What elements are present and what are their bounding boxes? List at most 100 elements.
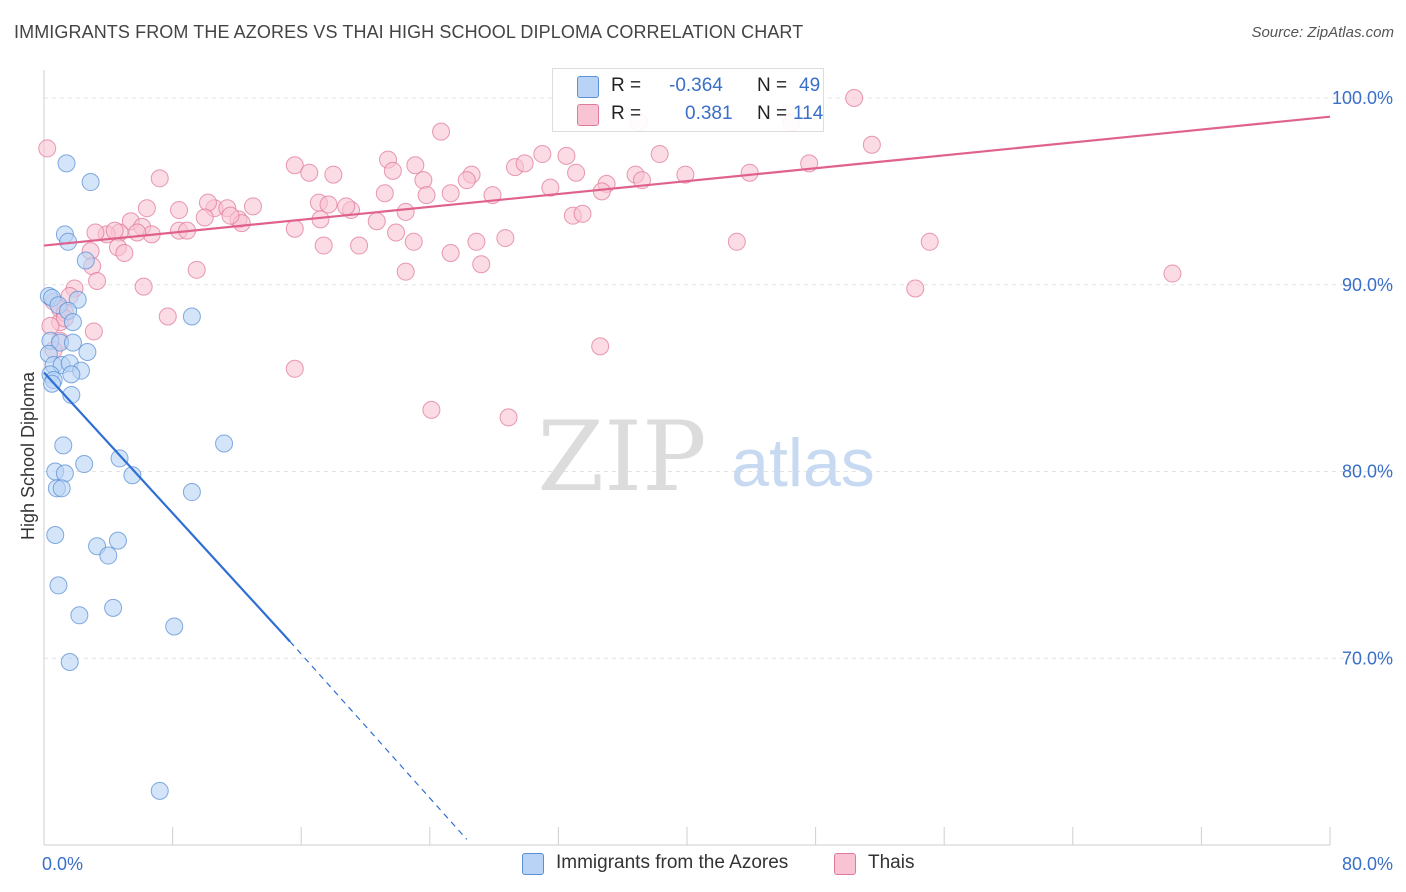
thais-point bbox=[158, 307, 177, 326]
legend-n-value-azores: 49 bbox=[799, 75, 821, 96]
watermark-zip: ZIP bbox=[537, 401, 706, 513]
legend-r-value-thais: 0.381 bbox=[685, 103, 733, 124]
azores-point bbox=[63, 333, 82, 352]
thais-point bbox=[337, 197, 356, 216]
thais-point bbox=[324, 165, 343, 184]
thais-point bbox=[1163, 264, 1182, 283]
azores-point bbox=[110, 449, 129, 468]
legend-n-label: N = bbox=[757, 75, 788, 96]
thais-point bbox=[417, 186, 436, 205]
azores-point bbox=[108, 531, 127, 550]
thais-point bbox=[134, 277, 153, 296]
thais-point bbox=[105, 221, 124, 240]
thais-point bbox=[592, 182, 611, 201]
thais-point bbox=[472, 255, 491, 274]
thais-point bbox=[862, 135, 881, 154]
thais-point bbox=[187, 260, 206, 279]
azores-point bbox=[54, 436, 73, 455]
bottom-legend-swatch-azores bbox=[522, 853, 544, 875]
thais-point bbox=[367, 212, 386, 231]
thais-point bbox=[150, 169, 169, 188]
thais-point bbox=[396, 262, 415, 281]
chart-title: IMMIGRANTS FROM THE AZORES VS THAI HIGH … bbox=[14, 22, 804, 42]
legend-n-value-thais: 114 bbox=[793, 103, 824, 124]
thais-point bbox=[573, 204, 592, 223]
legend-r-label: R = bbox=[611, 75, 642, 96]
bottom-legend-label-thais: Thais bbox=[868, 852, 915, 873]
azores-points bbox=[39, 154, 234, 800]
thais-point bbox=[88, 272, 107, 291]
azores-point bbox=[215, 434, 234, 453]
azores-point bbox=[182, 483, 201, 502]
grid bbox=[44, 97, 1392, 659]
azores-point bbox=[52, 479, 71, 498]
thais-point bbox=[567, 163, 586, 182]
thais-point bbox=[496, 229, 515, 248]
azores-point bbox=[78, 342, 97, 361]
thais-point bbox=[906, 279, 925, 298]
azores-trend-line bbox=[43, 371, 291, 643]
thais-point bbox=[387, 223, 406, 242]
thais-point bbox=[499, 408, 518, 427]
thais-point bbox=[375, 184, 394, 203]
thais-point bbox=[457, 171, 476, 190]
y-tick-label: 90.0% bbox=[1342, 275, 1393, 295]
azores-trend-line-extension bbox=[289, 641, 468, 840]
tick-labels: 70.0% 80.0% 90.0% 100.0% 0.0% 80.0% bbox=[42, 88, 1393, 874]
thais-point bbox=[115, 244, 134, 263]
y-axis-label: High School Diploma bbox=[18, 371, 38, 540]
legend-swatch-azores bbox=[577, 76, 599, 98]
azores-point bbox=[81, 173, 100, 192]
thais-point bbox=[533, 145, 552, 164]
legend-swatch-thais bbox=[577, 104, 599, 126]
thais-point bbox=[383, 161, 402, 180]
x-tick-label: 0.0% bbox=[42, 854, 83, 874]
thais-point bbox=[404, 232, 423, 251]
thais-point bbox=[319, 195, 338, 214]
thais-points bbox=[38, 89, 1182, 427]
thais-point bbox=[845, 89, 864, 108]
thais-point bbox=[406, 156, 425, 175]
watermark: ZIP atlas bbox=[537, 401, 874, 513]
thais-point bbox=[515, 154, 534, 173]
y-tick-label: 80.0% bbox=[1342, 462, 1393, 482]
thais-point bbox=[243, 197, 262, 216]
azores-point bbox=[75, 455, 94, 474]
thais-point bbox=[676, 165, 695, 184]
thais-point bbox=[84, 322, 103, 341]
legend-n-label: N = bbox=[757, 103, 788, 124]
legend-r-value-azores: -0.364 bbox=[669, 75, 723, 96]
thais-point bbox=[285, 156, 304, 175]
thais-point bbox=[727, 232, 746, 251]
thais-point bbox=[557, 146, 576, 165]
azores-point bbox=[57, 154, 76, 173]
thais-point bbox=[221, 206, 240, 225]
azores-point bbox=[76, 251, 95, 270]
thais-point bbox=[650, 145, 669, 164]
azores-point bbox=[62, 365, 81, 384]
azores-point bbox=[182, 307, 201, 326]
source-credit: Source: ZipAtlas.com bbox=[1251, 24, 1394, 41]
azores-point bbox=[70, 606, 89, 625]
azores-point bbox=[43, 374, 62, 393]
azores-point bbox=[123, 466, 142, 485]
thais-point bbox=[591, 337, 610, 356]
azores-point bbox=[99, 546, 118, 565]
thais-point bbox=[422, 400, 441, 419]
thais-point bbox=[170, 201, 189, 220]
thais-point bbox=[285, 359, 304, 378]
trend-lines bbox=[43, 115, 1331, 840]
thais-point bbox=[396, 202, 415, 221]
azores-point bbox=[150, 781, 169, 800]
azores-point bbox=[46, 526, 65, 544]
thais-point bbox=[86, 223, 105, 242]
thais-trend-line bbox=[43, 115, 1331, 247]
azores-point bbox=[49, 576, 68, 595]
thais-point bbox=[414, 171, 433, 190]
bottom-legend-swatch-thais bbox=[834, 853, 856, 875]
y-tick-label: 70.0% bbox=[1342, 648, 1393, 668]
y-tick-label: 100.0% bbox=[1332, 88, 1393, 108]
azores-point bbox=[165, 617, 184, 636]
thais-point bbox=[314, 236, 333, 255]
